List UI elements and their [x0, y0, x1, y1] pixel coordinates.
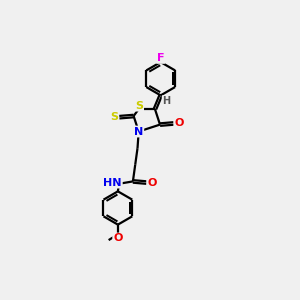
- Text: S: S: [110, 112, 118, 122]
- Text: O: O: [113, 233, 123, 244]
- Text: S: S: [135, 100, 143, 111]
- Text: N: N: [134, 127, 143, 136]
- Text: O: O: [174, 118, 184, 128]
- Text: F: F: [157, 53, 164, 63]
- Text: HN: HN: [103, 178, 122, 188]
- Text: O: O: [147, 178, 157, 188]
- Text: H: H: [163, 96, 171, 106]
